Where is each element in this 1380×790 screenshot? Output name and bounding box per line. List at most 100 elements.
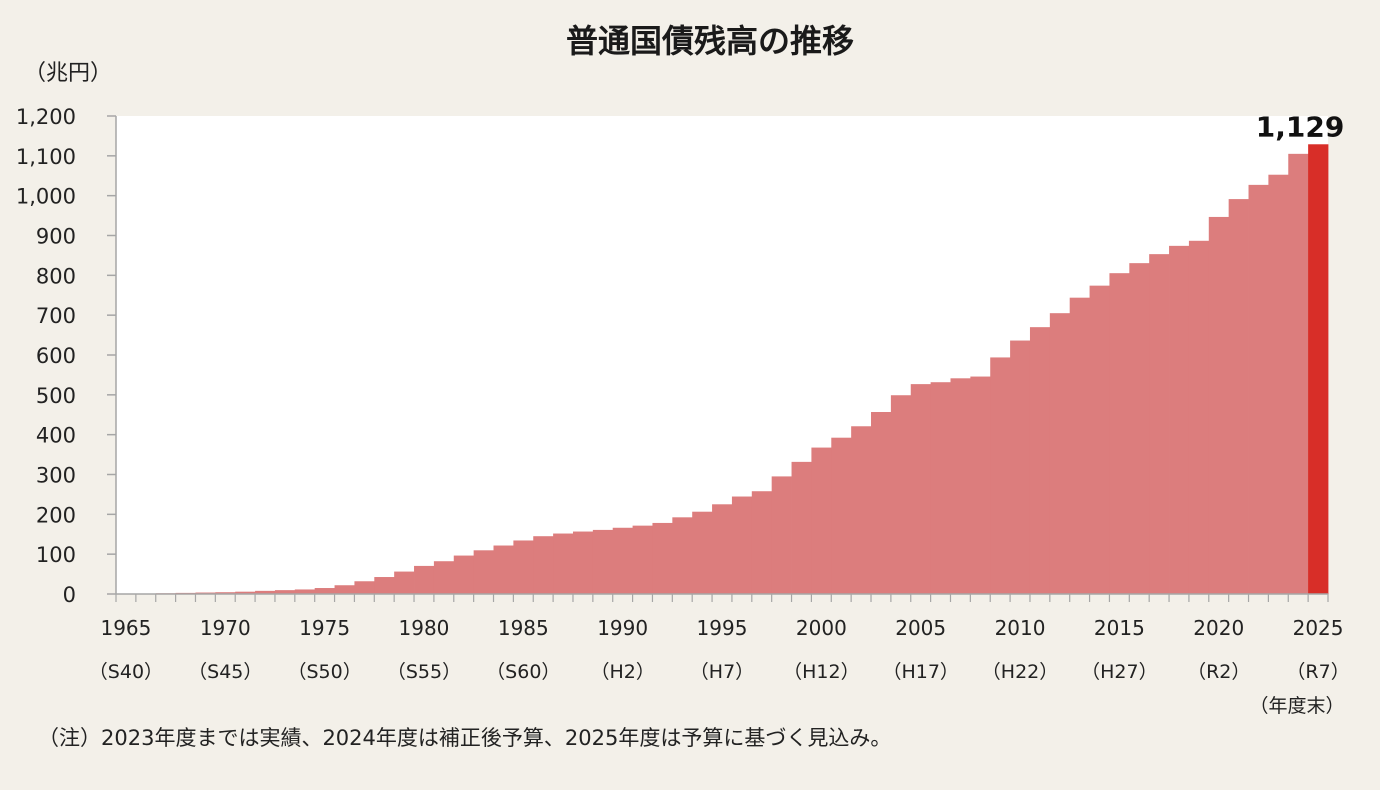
x-tick-label: 1970 [200, 616, 251, 640]
y-tick-label: 0 [63, 583, 76, 607]
bar [731, 496, 753, 594]
x-tick-label: 2000 [796, 616, 847, 640]
bar [950, 378, 971, 594]
era-label: （R7） [1286, 661, 1349, 683]
y-tick-label: 700 [36, 304, 76, 328]
bar [533, 536, 554, 594]
y-tick-label: 200 [36, 503, 76, 527]
era-label: （H12） [783, 661, 859, 683]
bar [1109, 273, 1130, 594]
bar [592, 529, 614, 594]
bar [1089, 285, 1110, 594]
bar [294, 589, 316, 594]
bar [1208, 216, 1230, 594]
x-tick-label: 1985 [498, 616, 549, 640]
era-label: （H22） [982, 661, 1058, 683]
x-tick-label: 2010 [995, 616, 1046, 640]
bar [851, 426, 872, 594]
bar [871, 412, 892, 594]
bar [1228, 199, 1249, 594]
bar [970, 376, 991, 594]
x-axis: 1965 （S40） 1970 （S45） 1975 （S50） 1980 （S55） 1985… [89, 593, 1350, 683]
bar [1288, 153, 1309, 594]
x-tick-label: 2015 [1094, 616, 1145, 640]
bar [692, 511, 713, 594]
bar [1248, 184, 1269, 594]
bar [235, 591, 256, 594]
bar [672, 517, 693, 594]
bar [751, 491, 773, 594]
x-tick-label: 2025 [1293, 616, 1344, 640]
era-label: （S45） [188, 661, 262, 683]
x-tick-label: 1965 [100, 616, 151, 640]
era-label: （S55） [387, 661, 461, 683]
y-tick-label: 900 [36, 225, 76, 249]
era-label: （S50） [287, 661, 361, 683]
era-label: （S60） [486, 661, 560, 683]
bar [712, 504, 733, 594]
bar [890, 395, 912, 594]
bar [1149, 254, 1170, 594]
y-tick-label: 800 [36, 264, 76, 288]
bar [1169, 245, 1190, 594]
y-tick-label: 300 [36, 464, 76, 488]
y-tick-label: 400 [36, 424, 76, 448]
bar [513, 540, 534, 594]
y-axis: 0 100 200 300 400 500 600 700 800 900 1,000 1,100 1,… [16, 105, 117, 607]
y-tick-label: 600 [36, 344, 76, 368]
x-tick-label: 1990 [597, 616, 648, 640]
bar [553, 533, 574, 594]
era-label: （S40） [89, 661, 163, 683]
era-label: （H2） [590, 661, 654, 683]
era-label: （R2） [1187, 661, 1250, 683]
footnote: （注）2023年度までは実績、2024年度は補正後予算、2025年度は予算に基づ… [38, 726, 892, 750]
bar [990, 357, 1011, 594]
bar [274, 590, 296, 594]
bar [1029, 327, 1051, 594]
bar [374, 577, 395, 594]
bar [1129, 263, 1150, 594]
bar [414, 565, 435, 594]
chart-title: 普通国債残高の推移 [566, 22, 854, 60]
bar [215, 592, 236, 594]
bar [811, 447, 832, 594]
bar [791, 461, 812, 594]
y-axis-unit: （兆円） [24, 61, 112, 86]
bar [572, 531, 594, 594]
y-tick-label: 1,000 [16, 185, 76, 209]
era-label: （H7） [690, 661, 754, 683]
x-tick-label: 1980 [399, 616, 450, 640]
x-tick-label: 2020 [1193, 616, 1244, 640]
bar [255, 590, 276, 594]
bar [1010, 340, 1031, 594]
y-tick-label: 1,200 [16, 105, 76, 129]
bar [1069, 297, 1090, 594]
bar [334, 585, 355, 594]
era-label: （H27） [1081, 661, 1157, 683]
bar [652, 522, 673, 594]
bar-highlight [1308, 144, 1329, 594]
bar [453, 555, 475, 594]
x-tick-label: 1975 [299, 616, 350, 640]
bar [394, 571, 415, 594]
bar [771, 476, 792, 594]
bar [632, 525, 653, 594]
y-tick-label: 500 [36, 384, 76, 408]
bar [354, 581, 375, 594]
y-tick-label: 1,100 [16, 145, 76, 169]
bar [1268, 174, 1289, 594]
highlight-value-label: 1,129 [1256, 110, 1345, 143]
bar [493, 545, 514, 594]
bars-group [116, 144, 1329, 594]
bar [910, 384, 932, 594]
bar [930, 382, 951, 594]
bar [1188, 240, 1210, 594]
y-tick-label: 100 [36, 543, 76, 567]
x-tick-label: 2005 [895, 616, 946, 640]
x-axis-unit: （年度末） [1249, 695, 1344, 717]
bar [831, 437, 852, 594]
x-tick-label: 1995 [697, 616, 748, 640]
bar [473, 550, 494, 594]
bar [314, 588, 335, 594]
